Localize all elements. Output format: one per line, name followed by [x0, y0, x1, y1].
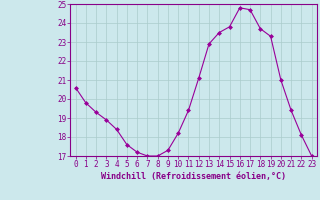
X-axis label: Windchill (Refroidissement éolien,°C): Windchill (Refroidissement éolien,°C) — [101, 172, 286, 181]
